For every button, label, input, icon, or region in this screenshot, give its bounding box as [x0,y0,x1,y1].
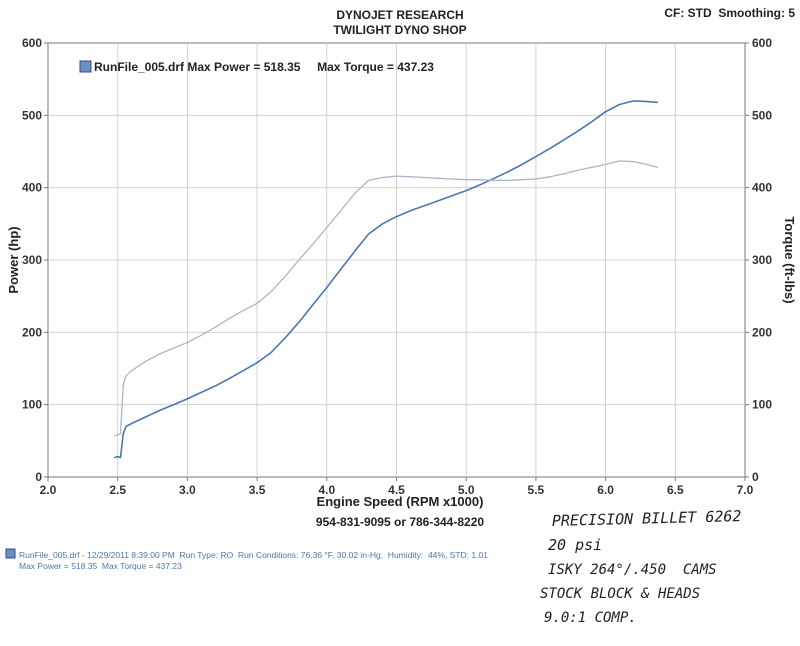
x-tick-label: 5.0 [458,483,475,497]
x-tick-label: 7.0 [737,483,754,497]
x-tick-label: 4.0 [318,483,335,497]
torque-series-line [114,160,658,437]
power-series-line [114,100,659,459]
y2-tick-label: 500 [752,108,772,122]
legend-text: RunFile_005.drf Max Power = 518.35 Max T… [94,60,434,74]
handwritten-notes: PRECISION BILLET 6262 20 psi ISKY 264°/.… [540,507,742,626]
note-line-2: 20 psi [548,536,602,554]
y-tick-label: 400 [22,181,42,195]
note-line-3: ISKY 264°/.450 CAMS [548,562,717,578]
y-tick-label: 200 [22,325,42,339]
y2-tick-label: 200 [752,325,772,339]
x-tick-label: 4.5 [388,483,405,497]
y-tick-label: 600 [22,36,42,50]
run-info-icon [5,548,16,559]
x-tick-label: 3.5 [249,483,266,497]
chart-title-line1: DYNOJET RESEARCH [336,8,463,22]
settings-label: CF: STD Smoothing: 5 [664,6,795,20]
x-tick-label: 6.5 [667,483,684,497]
y-tick-label: 0 [35,470,42,484]
y2-tick-label: 0 [752,470,759,484]
y2-tick-label: 400 [752,181,772,195]
y-tick-label: 300 [22,253,42,267]
y2-tick-label: 100 [752,398,772,412]
run-info-line2: Max Power = 518.35 Max Torque = 437.23 [19,561,182,571]
y2-axis-label: Torque (ft-lbs) [782,216,797,303]
phone-line: 954-831-9095 or 786-344-8220 [316,515,484,529]
x-tick-label: 2.0 [40,483,57,497]
y-axis-label: Power (hp) [6,226,21,293]
note-line-5: 9.0:1 COMP. [544,610,637,626]
x-tick-label: 6.0 [597,483,614,497]
y2-tick-label: 600 [752,36,772,50]
y-tick-label: 100 [22,398,42,412]
y-tick-label: 500 [22,108,42,122]
chart-title-line2: TWILIGHT DYNO SHOP [333,23,466,37]
legend-swatch [79,60,92,73]
grid-lines [48,43,745,477]
x-axis-label: Engine Speed (RPM x1000) [317,494,484,509]
note-line-1: PRECISION BILLET 6262 [552,507,742,530]
x-tick-label: 3.0 [179,483,196,497]
run-info-line1: RunFile_005.drf - 12/29/2011 8:39:00 PM … [19,550,488,560]
y2-tick-label: 300 [752,253,772,267]
x-tick-label: 2.5 [109,483,126,497]
x-tick-label: 5.5 [528,483,545,497]
note-line-4: STOCK BLOCK & HEADS [540,586,700,602]
series-layer [114,100,659,459]
